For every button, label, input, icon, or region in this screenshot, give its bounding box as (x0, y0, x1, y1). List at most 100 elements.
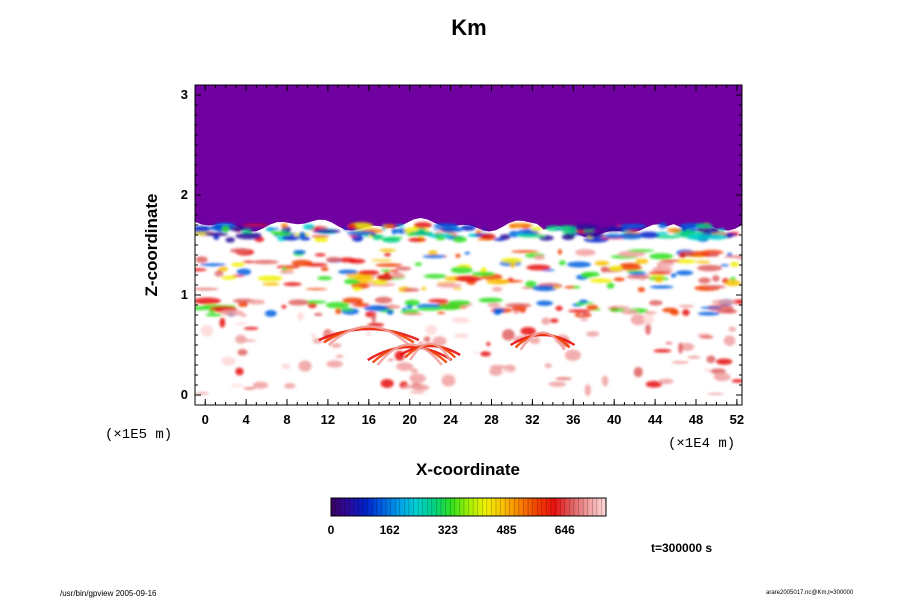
field-blob (380, 269, 391, 272)
field-blob (313, 312, 323, 317)
field-blob (404, 299, 421, 306)
field-arc (318, 327, 420, 342)
field-blob (493, 308, 502, 315)
field-blob (317, 276, 333, 281)
field-blob (663, 271, 671, 275)
field-blob (555, 377, 572, 381)
field-blob (653, 349, 672, 353)
field-blob (452, 236, 467, 243)
field-blob (707, 233, 727, 240)
field-blob (195, 392, 209, 395)
field-blob (371, 312, 376, 324)
field-blob (330, 343, 342, 348)
field-blob (409, 391, 425, 394)
field-blob (609, 265, 623, 272)
field-blob (696, 264, 723, 272)
field-blob (235, 232, 262, 240)
field-blob (248, 299, 266, 305)
field-blob (695, 223, 713, 229)
field-blob (678, 252, 687, 259)
field-blob (252, 259, 279, 265)
field-blob (564, 285, 575, 289)
field-blob (238, 339, 257, 342)
field-blob (313, 229, 341, 234)
y-tick-label: 2 (180, 187, 188, 202)
field-blob (366, 330, 372, 337)
field-blobs (195, 222, 742, 397)
field-blob (700, 306, 723, 309)
field-blob (376, 274, 393, 281)
field-blob (594, 260, 610, 266)
field-blob (598, 227, 623, 232)
field-blob (679, 342, 695, 351)
field-blob (305, 288, 328, 291)
field-blob (454, 333, 470, 339)
field-blob (654, 277, 664, 283)
upper-saturated-region (195, 85, 742, 238)
field-blob (436, 311, 446, 315)
field-blob (529, 336, 541, 345)
field-blob (339, 308, 354, 312)
field-blob (379, 248, 397, 252)
field-blob (606, 282, 615, 289)
field-blob (314, 253, 326, 257)
field-blob (731, 379, 742, 383)
field-arc (519, 331, 566, 351)
x-tick-label: 32 (525, 412, 540, 427)
field-blob (231, 262, 245, 267)
field-blob (460, 225, 476, 231)
field-blob (428, 298, 449, 303)
field-blob (337, 269, 358, 275)
field-blob (582, 312, 590, 317)
field-blob (501, 369, 512, 373)
field-blob (699, 335, 714, 339)
field-blob (507, 277, 514, 281)
field-blob (532, 285, 558, 292)
field-blob (724, 308, 736, 314)
field-blob (544, 363, 552, 369)
field-blob (208, 309, 216, 313)
field-blob (656, 264, 662, 272)
x-tick-label: 40 (606, 412, 622, 427)
x-tick-label: 44 (647, 412, 663, 427)
field-blob (279, 269, 295, 274)
colorbar-tick-label: 485 (496, 523, 517, 537)
field-blob (358, 270, 380, 276)
colorbar-tick-label: 0 (327, 523, 335, 537)
field-blob (240, 313, 247, 317)
field-blob (608, 308, 626, 312)
field-blob (215, 274, 224, 277)
field-blob (707, 392, 725, 395)
field-blob (526, 264, 551, 271)
field-blob (355, 276, 375, 282)
field-blob (195, 306, 212, 311)
field-blob (264, 310, 277, 317)
field-blob (464, 251, 471, 255)
field-blob (586, 331, 600, 337)
field-blob (658, 222, 668, 229)
field-blob (384, 252, 391, 257)
x-tick-label: 12 (320, 412, 336, 427)
field-blob (282, 230, 287, 235)
field-arc (327, 325, 410, 346)
field-blob (633, 366, 643, 378)
field-blob (704, 368, 712, 373)
field-blob (285, 268, 294, 271)
field-blob (736, 257, 742, 260)
field-blob (505, 303, 532, 308)
field-blob (471, 271, 496, 277)
field-blob (490, 364, 507, 370)
field-blob (352, 286, 362, 291)
field-blob (284, 383, 296, 389)
x-scale-label: (×1E4 m) (668, 436, 736, 452)
field-blob (709, 252, 720, 257)
field-blob (658, 378, 674, 384)
field-blob (575, 302, 585, 306)
x-tick-label: 52 (729, 412, 745, 427)
colorbar (330, 497, 607, 517)
field-blob (344, 278, 360, 285)
field-blob (564, 349, 581, 361)
field-blob (276, 265, 300, 269)
field-blob (234, 322, 248, 325)
field-blob (512, 310, 520, 315)
